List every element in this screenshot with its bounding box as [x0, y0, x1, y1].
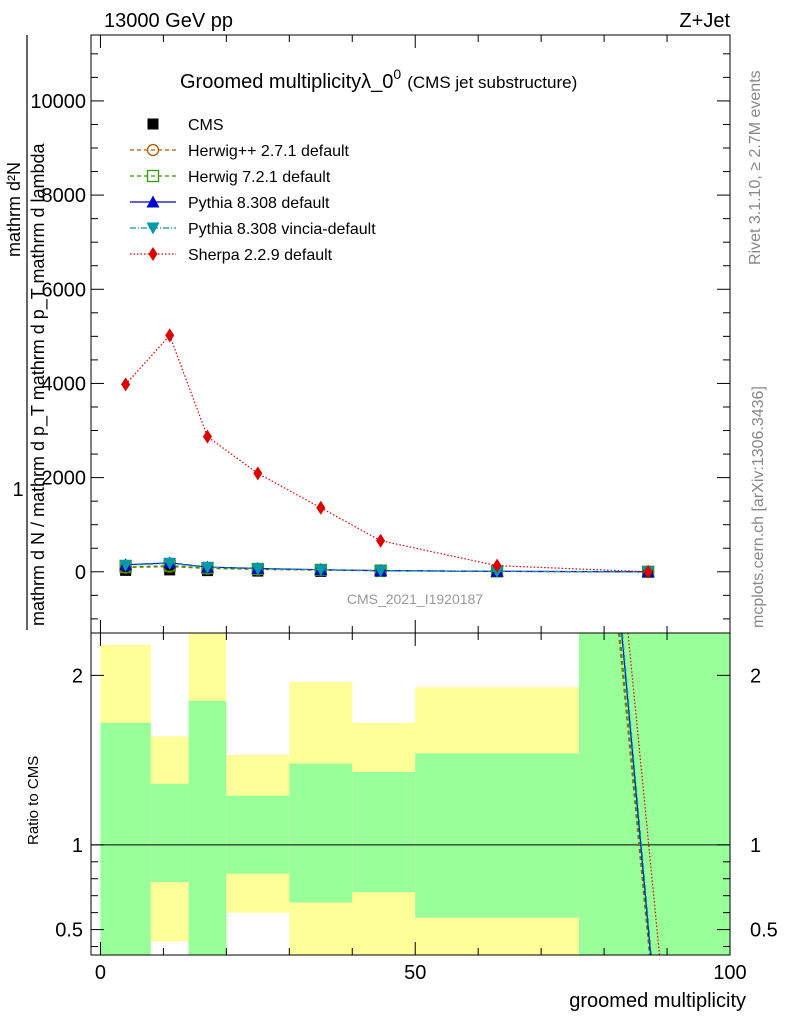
main-y-tick-label: 0	[75, 562, 86, 584]
data-point	[253, 466, 263, 481]
legend-marker	[147, 118, 159, 130]
x-tick-label: 0	[95, 962, 106, 984]
data-point	[316, 500, 326, 515]
legend-item: Sherpa 2.2.9 default	[130, 247, 333, 264]
series-4	[119, 557, 655, 579]
mcplots-label: mcplots.cern.ch [arXiv:1306.3436]	[750, 386, 767, 628]
legend: CMS Herwig++ 2.7.1 default Herwig 7.2.1 de…	[130, 117, 376, 264]
x-tick-label: 50	[404, 962, 426, 984]
x-tick-label: 100	[713, 962, 746, 984]
series-2	[119, 559, 655, 578]
legend-marker	[146, 195, 160, 208]
ratio-band-green	[289, 763, 353, 903]
ratio-band-green	[352, 771, 416, 893]
ratio-y-tick-label: 0.5	[55, 920, 83, 942]
plot-title: Groomed multiplicityλ_00 (CMS jet substru…	[180, 66, 577, 93]
ratio-y-label: Ratio to CMS	[25, 756, 42, 845]
data-point	[163, 557, 177, 570]
main-y-axis-label: 1 mathrm d N / mathrm d p_T mathrm d p_T…	[4, 35, 49, 630]
ratio-y-tick-label: 1	[72, 835, 83, 857]
ratio-plot-panel: 0.5 0.5 1 1 2 2 0 50 100 Ratio to CMS groomed mu…	[25, 632, 778, 1012]
header-right: Z+Jet	[679, 10, 730, 32]
legend-marker	[146, 222, 160, 235]
ratio-series-line	[627, 632, 661, 956]
data-point	[251, 563, 265, 576]
main-plot-frame	[90, 34, 731, 634]
ratio-series-line	[621, 632, 652, 956]
legend-marker	[146, 169, 160, 183]
series-1	[119, 560, 655, 578]
ratio-y-tick-label: 2	[72, 665, 83, 687]
rivet-label: Rivet 3.1.10, ≥ 2.7M events	[747, 70, 764, 265]
plot-title-main: Groomed multiplicityλ_0	[180, 71, 393, 93]
main-y-tick-label: 2000	[42, 468, 87, 490]
ratio-plot-frame	[90, 632, 731, 956]
watermark: CMS_2021_I1920187	[347, 591, 483, 607]
legend-item: Pythia 8.308 default	[130, 195, 330, 212]
data-point	[121, 377, 131, 392]
ratio-band-green	[150, 783, 189, 883]
data-point	[164, 564, 176, 576]
y-label-numerator: mathrm d²N	[4, 162, 24, 257]
ratio-band-green	[188, 700, 227, 955]
ratio-band-green	[226, 795, 290, 874]
legend-item: Pythia 8.308 vincia-default	[130, 221, 376, 238]
data-point	[165, 328, 175, 343]
legend-label: Herwig 7.2.1 default	[188, 169, 331, 186]
legend-label: Sherpa 2.2.9 default	[188, 247, 333, 264]
ratio-band-green	[578, 633, 730, 955]
series-5	[121, 328, 653, 579]
main-y-tick-label: 10000	[30, 91, 86, 113]
main-y-tick-label: 4000	[42, 373, 87, 395]
legend-label: Pythia 8.308 vincia-default	[188, 221, 376, 238]
data-point	[202, 429, 212, 444]
header-left: 13000 GeV pp	[104, 10, 233, 32]
x-axis-label: groomed multiplicity	[569, 990, 746, 1012]
legend-label: Pythia 8.308 default	[188, 195, 330, 212]
y-label-numerator-one: 1	[12, 479, 23, 501]
legend-item: Herwig 7.2.1 default	[130, 169, 331, 186]
data-point	[492, 558, 502, 573]
ratio-y-tick-label-right: 1	[750, 835, 761, 857]
ratio-series-line	[619, 632, 651, 956]
data-point	[374, 565, 388, 578]
data-point	[376, 533, 386, 548]
ratio-series-line	[617, 632, 651, 956]
legend-label: Herwig++ 2.7.1 default	[188, 143, 350, 160]
data-point	[119, 559, 133, 572]
y-label-denominator: mathrm d N / mathrm d p_T mathrm d p_T m…	[28, 143, 49, 626]
ratio-y-tick-label-right: 0.5	[750, 920, 778, 942]
plot-subtitle: (CMS jet substructure)	[407, 73, 577, 92]
ratio-y-tick-label-right: 2	[750, 665, 761, 687]
ratio-series-line	[621, 632, 652, 956]
main-y-tick-label: 8000	[42, 185, 87, 207]
legend-label: CMS	[188, 117, 224, 134]
plot-title-sup: 0	[393, 66, 401, 82]
legend-marker	[146, 143, 160, 157]
main-y-tick-label: 6000	[42, 279, 87, 301]
ratio-band-green	[100, 722, 151, 955]
series-line	[125, 334, 649, 573]
legend-marker	[148, 247, 158, 261]
data-point	[314, 564, 328, 577]
ratio-band-green	[415, 753, 579, 918]
main-plot-panel: 0 2000 4000 6000 8000 10000 Groomed multiplic…	[30, 34, 731, 634]
legend-item: Herwig++ 2.7.1 default	[130, 143, 350, 160]
series-line	[125, 562, 649, 573]
data-point	[643, 564, 653, 579]
legend-item: CMS	[147, 117, 224, 134]
data-point	[200, 561, 214, 574]
